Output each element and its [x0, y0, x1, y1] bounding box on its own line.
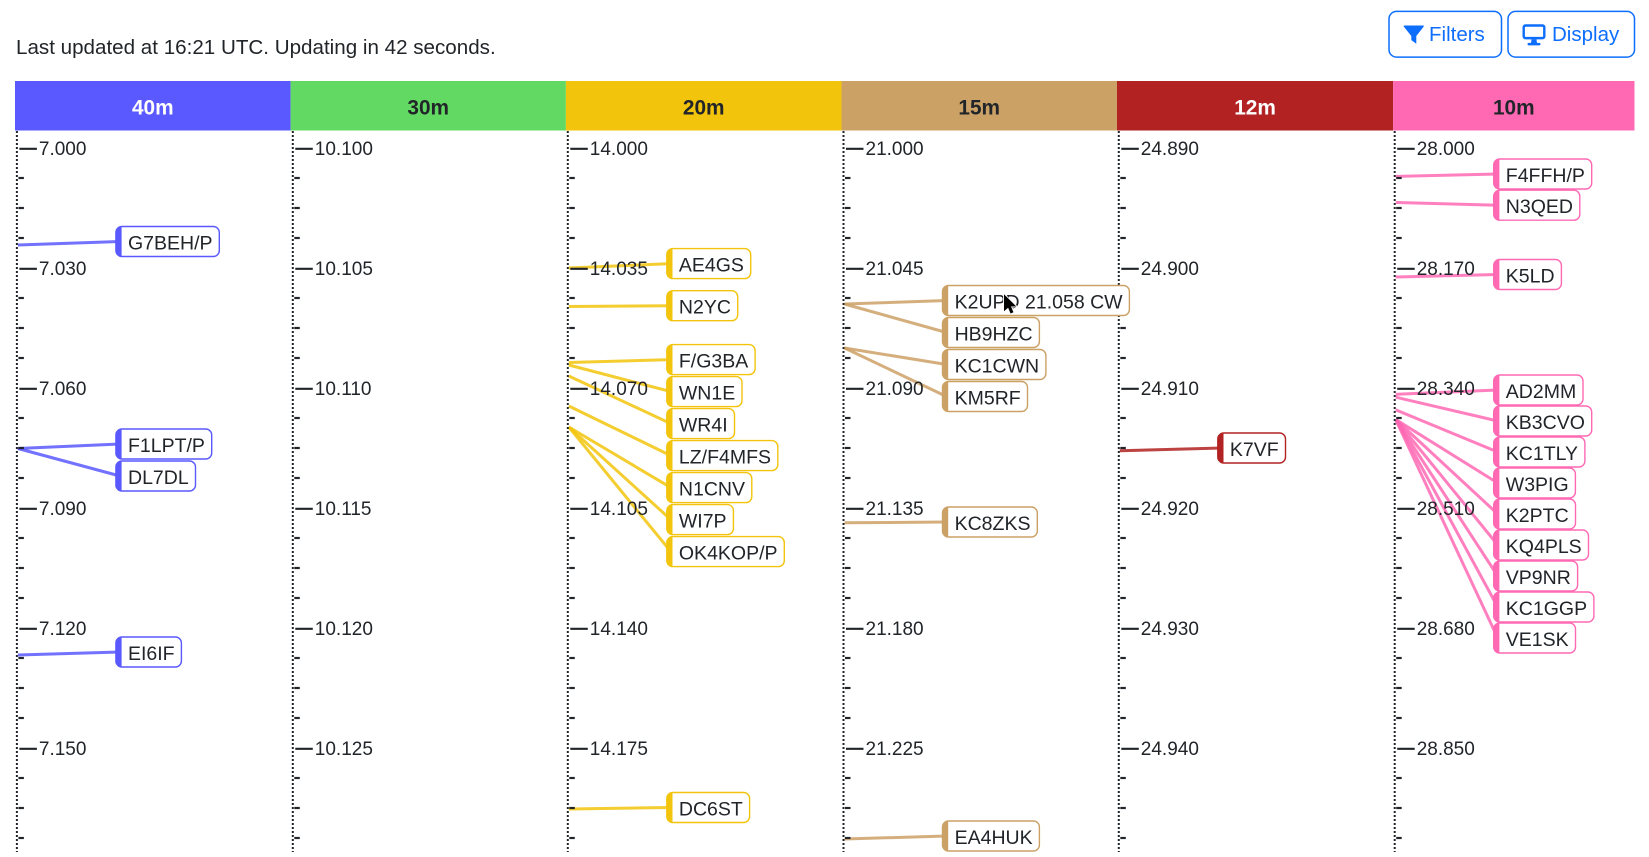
svg-text:OK4KOP/P: OK4KOP/P [679, 543, 778, 565]
svg-text:21.225: 21.225 [866, 739, 924, 760]
svg-text:W3PIG: W3PIG [1506, 474, 1569, 496]
svg-text:VE1SK: VE1SK [1506, 629, 1569, 651]
svg-text:24.940: 24.940 [1141, 739, 1199, 760]
svg-text:F4FFH/P: F4FFH/P [1506, 165, 1585, 187]
svg-text:7.030: 7.030 [39, 259, 87, 280]
svg-text:KM5RF: KM5RF [955, 387, 1021, 409]
svg-text:28.340: 28.340 [1417, 379, 1475, 400]
svg-text:K2UPD 21.058 CW: K2UPD 21.058 CW [955, 291, 1124, 313]
svg-text:28.680: 28.680 [1417, 619, 1475, 640]
svg-text:10.125: 10.125 [315, 739, 373, 760]
svg-text:EI6IF: EI6IF [128, 643, 175, 665]
svg-text:K7VF: K7VF [1230, 439, 1279, 461]
svg-text:N3QED: N3QED [1506, 196, 1573, 218]
svg-text:24.900: 24.900 [1141, 259, 1199, 280]
svg-text:10.105: 10.105 [315, 259, 373, 280]
svg-text:21.000: 21.000 [866, 139, 924, 160]
svg-text:Filters: Filters [1429, 23, 1485, 46]
svg-text:WN1E: WN1E [679, 383, 735, 405]
svg-text:7.060: 7.060 [39, 379, 87, 400]
svg-text:24.910: 24.910 [1141, 379, 1199, 400]
svg-text:7.090: 7.090 [39, 499, 87, 520]
svg-text:WR4I: WR4I [679, 415, 728, 437]
svg-text:21.180: 21.180 [866, 619, 924, 640]
svg-text:14.035: 14.035 [590, 259, 648, 280]
svg-text:HB9HZC: HB9HZC [955, 323, 1033, 345]
svg-text:N1CNV: N1CNV [679, 479, 745, 501]
svg-text:15m: 15m [958, 97, 1000, 120]
svg-text:F/G3BA: F/G3BA [679, 351, 748, 373]
svg-text:DL7DL: DL7DL [128, 467, 189, 489]
svg-text:28.510: 28.510 [1417, 499, 1475, 520]
svg-text:10.110: 10.110 [315, 379, 372, 400]
svg-text:28.000: 28.000 [1417, 139, 1475, 160]
svg-text:N2YC: N2YC [679, 297, 731, 319]
svg-text:KQ4PLS: KQ4PLS [1506, 536, 1582, 558]
svg-text:G7BEH/P: G7BEH/P [128, 232, 213, 254]
svg-text:7.000: 7.000 [39, 139, 87, 160]
svg-text:10.100: 10.100 [315, 139, 373, 160]
svg-text:10.120: 10.120 [315, 619, 373, 640]
svg-text:Last updated at 16:21 UTC. Upd: Last updated at 16:21 UTC. Updating in 4… [16, 36, 496, 59]
svg-text:10.115: 10.115 [315, 499, 372, 520]
svg-text:K2PTC: K2PTC [1506, 505, 1569, 527]
svg-text:10m: 10m [1493, 97, 1535, 120]
svg-text:AD2MM: AD2MM [1506, 381, 1576, 403]
svg-text:14.140: 14.140 [590, 619, 648, 640]
svg-text:7.150: 7.150 [39, 739, 87, 760]
svg-text:21.135: 21.135 [866, 499, 924, 520]
svg-text:WI7P: WI7P [679, 511, 727, 533]
svg-text:K5LD: K5LD [1506, 265, 1555, 287]
svg-text:20m: 20m [683, 97, 725, 120]
svg-text:KC8ZKS: KC8ZKS [955, 513, 1031, 535]
svg-text:KC1CWN: KC1CWN [955, 355, 1040, 377]
svg-text:24.930: 24.930 [1141, 619, 1199, 640]
svg-text:KB3CVO: KB3CVO [1506, 412, 1585, 434]
svg-text:VP9NR: VP9NR [1506, 567, 1571, 589]
svg-text:F1LPT/P: F1LPT/P [128, 435, 205, 457]
svg-text:Display: Display [1552, 23, 1620, 46]
svg-text:28.850: 28.850 [1417, 739, 1475, 760]
svg-text:14.105: 14.105 [590, 499, 648, 520]
svg-text:KC1GGP: KC1GGP [1506, 598, 1587, 620]
svg-text:LZ/F4MFS: LZ/F4MFS [679, 447, 771, 469]
svg-text:30m: 30m [407, 97, 449, 120]
svg-text:24.890: 24.890 [1141, 139, 1199, 160]
svg-text:40m: 40m [132, 97, 174, 120]
svg-text:EA4HUK: EA4HUK [955, 827, 1033, 849]
svg-text:28.170: 28.170 [1417, 259, 1475, 280]
svg-text:21.045: 21.045 [866, 259, 924, 280]
svg-text:KC1TLY: KC1TLY [1506, 443, 1578, 465]
svg-text:12m: 12m [1234, 97, 1276, 120]
svg-text:AE4GS: AE4GS [679, 255, 744, 277]
svg-text:21.090: 21.090 [866, 379, 924, 400]
svg-text:14.175: 14.175 [590, 739, 648, 760]
svg-text:7.120: 7.120 [39, 619, 87, 640]
svg-text:14.070: 14.070 [590, 379, 648, 400]
svg-text:14.000: 14.000 [590, 139, 648, 160]
svg-text:DC6ST: DC6ST [679, 798, 743, 820]
svg-text:24.920: 24.920 [1141, 499, 1199, 520]
